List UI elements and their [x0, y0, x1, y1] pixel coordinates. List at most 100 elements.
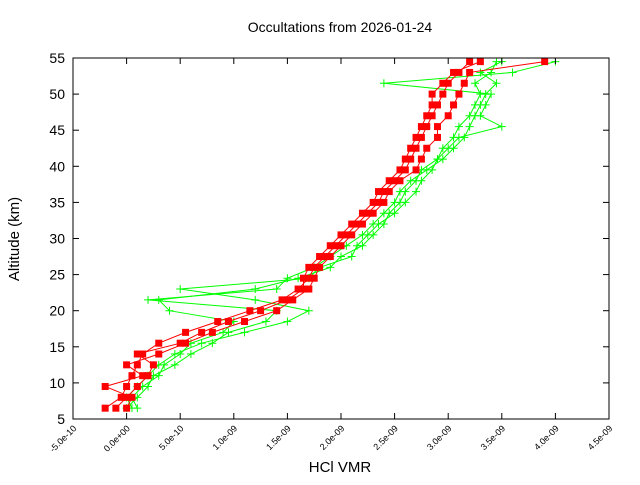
data-point [465, 111, 474, 120]
data-point [497, 122, 506, 131]
data-point [406, 176, 415, 185]
data-point [310, 274, 318, 282]
data-point [417, 176, 426, 185]
data-point [299, 274, 307, 282]
series-2 [122, 57, 501, 413]
data-point [283, 317, 292, 326]
data-point [272, 285, 281, 294]
data-point [316, 253, 324, 261]
data-point [273, 307, 281, 315]
data-point [133, 361, 141, 369]
y-tick-label: 45 [49, 122, 65, 138]
data-point [449, 133, 458, 142]
data-point [241, 318, 249, 326]
data-point [395, 187, 404, 196]
data-point [417, 155, 425, 163]
data-point [423, 144, 431, 152]
data-point [476, 68, 485, 77]
data-point [182, 328, 190, 336]
data-point [155, 350, 163, 358]
data-point [438, 144, 447, 153]
series-3 [101, 58, 474, 412]
data-point [385, 177, 393, 185]
data-point [374, 220, 383, 229]
data-point [123, 404, 131, 412]
data-point [139, 372, 147, 380]
data-point [380, 198, 388, 206]
data-point [412, 144, 420, 152]
y-tick-label: 20 [49, 303, 65, 319]
series-line [125, 61, 497, 409]
data-point [342, 231, 350, 239]
y-tick-label: 50 [49, 86, 65, 102]
data-point [476, 90, 485, 99]
data-point [363, 230, 372, 239]
y-tick-label: 10 [49, 375, 65, 391]
series-1 [122, 57, 506, 413]
x-tick-label: 3.5e-09 [479, 423, 508, 452]
data-point [224, 328, 233, 337]
y-tick-label: 15 [49, 339, 65, 355]
x-tick-label: -5.0e-10 [48, 423, 79, 454]
data-point [466, 68, 474, 76]
data-point [391, 177, 399, 185]
data-point [283, 274, 292, 283]
data-point [465, 122, 474, 131]
data-point [412, 166, 420, 174]
data-point [144, 382, 153, 391]
data-point [492, 57, 501, 66]
data-point [541, 58, 549, 66]
data-point [460, 79, 468, 87]
data-point [305, 274, 313, 282]
data-point [214, 318, 222, 326]
data-point [439, 79, 447, 87]
data-point [321, 253, 329, 261]
y-tick-label: 55 [49, 50, 65, 66]
data-point [358, 209, 366, 217]
data-point [476, 58, 484, 66]
x-tick-label: 2.5e-09 [371, 423, 400, 452]
data-point [390, 198, 399, 207]
data-point [198, 328, 206, 336]
data-point [471, 100, 479, 109]
x-tick-label: 1.0e-09 [211, 423, 240, 452]
data-point [466, 58, 474, 66]
data-point [401, 155, 409, 163]
x-tick-label: 5.0e-10 [157, 423, 186, 452]
data-point [412, 187, 421, 196]
data-point [128, 372, 136, 380]
x-tick-label: 1.5e-09 [264, 423, 293, 452]
data-point [332, 242, 340, 250]
data-point [428, 90, 436, 98]
data-point [433, 101, 441, 109]
data-point [289, 296, 297, 304]
data-point [133, 383, 141, 391]
data-point [454, 122, 463, 131]
data-point [347, 252, 356, 261]
data-point [450, 68, 458, 76]
data-point [423, 112, 431, 120]
data-point [390, 209, 399, 218]
data-point [326, 253, 334, 261]
data-point [278, 296, 286, 304]
data-point [396, 177, 404, 185]
data-point [251, 295, 260, 304]
x-tick-label: 0.0e+00 [102, 423, 132, 453]
data-point [326, 263, 335, 272]
x-tick-label: 4.5e-09 [586, 423, 615, 452]
data-point [407, 155, 415, 163]
data-point [170, 350, 179, 359]
data-point [117, 393, 125, 401]
data-point [310, 263, 318, 271]
data-point [251, 285, 260, 294]
data-point [283, 296, 291, 304]
data-point [304, 306, 313, 315]
x-axis-label: HCl VMR [309, 459, 372, 476]
data-point [123, 361, 131, 369]
data-point [316, 263, 324, 271]
data-point [154, 295, 163, 304]
data-point [305, 263, 313, 271]
data-point [417, 133, 425, 141]
